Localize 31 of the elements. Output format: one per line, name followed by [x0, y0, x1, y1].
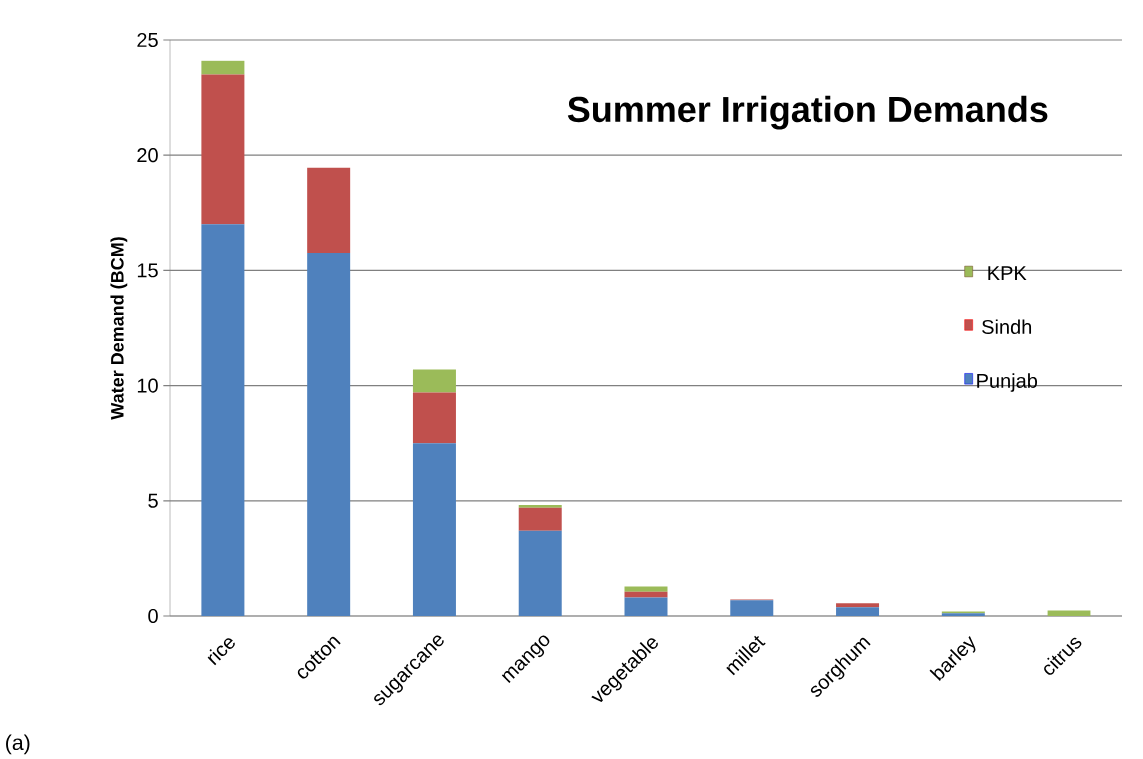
bar: [624, 597, 668, 616]
bar: [518, 507, 562, 531]
bar: [307, 253, 351, 616]
y-axis-title: Water Demand (BCM): [110, 237, 128, 420]
legend-label: Punjab: [977, 373, 1038, 392]
legend-label: KPK: [988, 266, 1027, 281]
bar: [412, 443, 456, 616]
bar: [201, 60, 245, 75]
legend-label: Sindh: [982, 319, 1032, 335]
text: (a): [6, 734, 30, 755]
x-tick-label: rice: [207, 638, 235, 666]
text: Summer Irrigation Demands: [567, 95, 1048, 130]
bar: [201, 74, 245, 225]
bar: [201, 224, 245, 616]
bar: [730, 600, 774, 616]
bar: [1047, 610, 1091, 616]
bar: [412, 392, 456, 444]
bar: [412, 369, 456, 393]
bar: [518, 504, 562, 508]
y-tick-label: 0: [148, 608, 158, 624]
bar: [624, 591, 668, 598]
bar: [307, 167, 351, 254]
bar: [836, 603, 880, 608]
y-tick-label: 20: [137, 148, 158, 163]
y-tick-label: 15: [137, 263, 158, 278]
y-tick-label: 10: [137, 378, 158, 393]
bar: [836, 607, 880, 616]
y-tick-label: 25: [137, 32, 158, 48]
bar: [518, 530, 562, 616]
y-tick-label: 5: [148, 493, 158, 508]
bar: [624, 586, 668, 592]
